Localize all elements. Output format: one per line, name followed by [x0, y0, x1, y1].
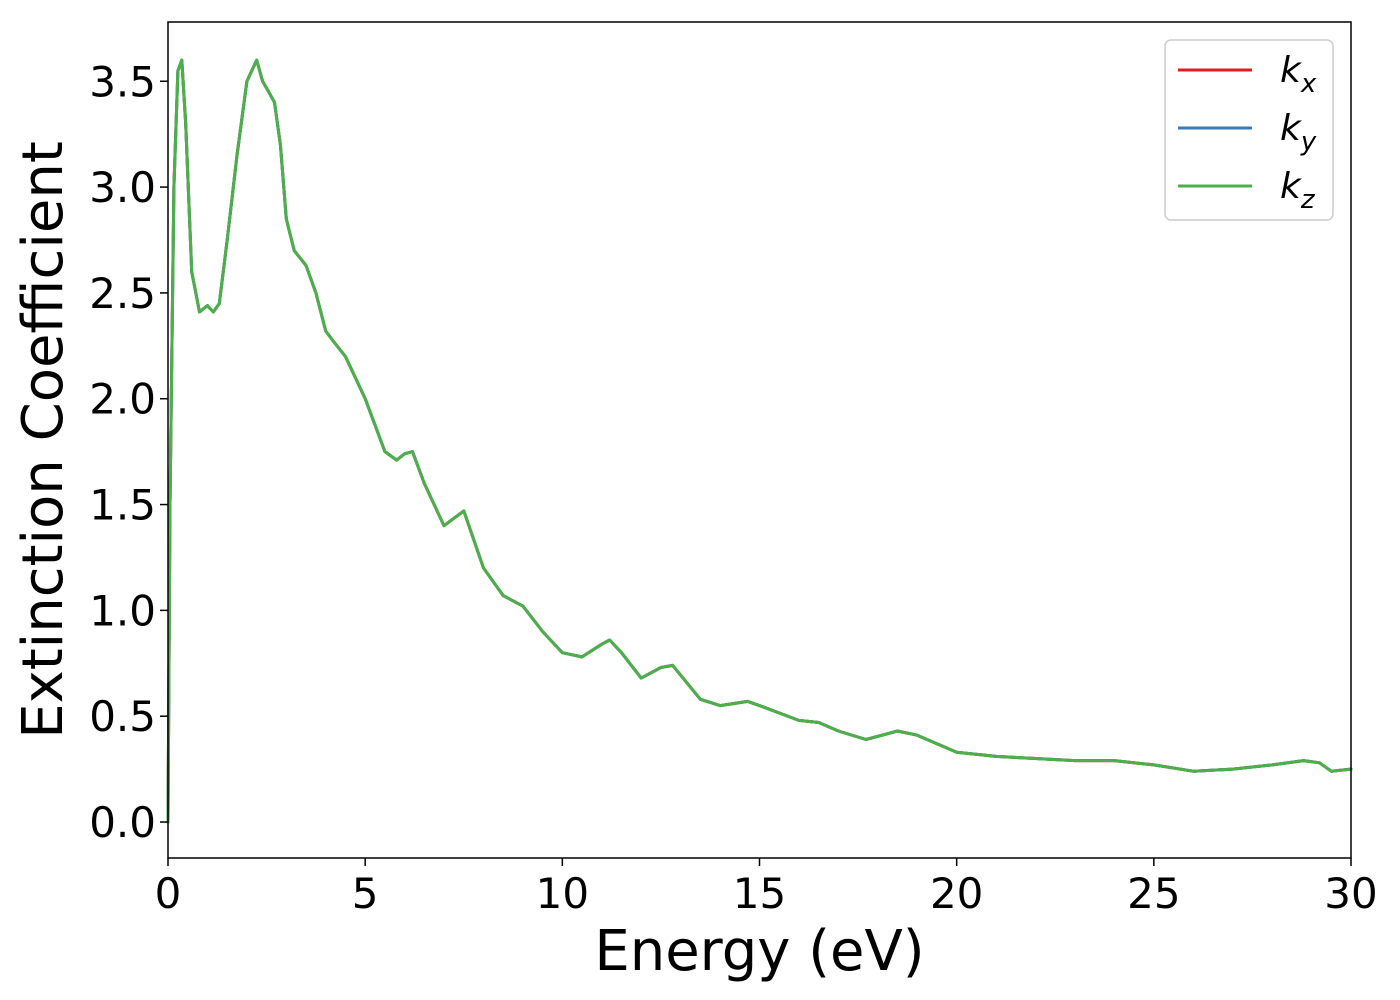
legend-label: kx	[1280, 50, 1317, 99]
x-tick-label: 30	[1324, 869, 1377, 918]
y-axis-ticks: 0.0 0.5 1.0 1.5 2.0 2.5 3.0 3.5	[89, 57, 168, 847]
x-tick-label: 0	[155, 869, 182, 918]
y-tick-label: 2.0	[89, 375, 156, 424]
x-tick-label: 25	[1127, 869, 1180, 918]
legend-label: ky	[1280, 108, 1317, 157]
y-axis-label: Extinction Coefficient	[11, 141, 76, 739]
legend: kx ky kz	[1164, 39, 1334, 221]
y-tick-label: 3.5	[89, 57, 156, 106]
legend-label: kz	[1280, 166, 1316, 215]
x-axis-ticks: 0 5 10 15 20 25 30	[155, 858, 1378, 918]
series-line-kz	[166, 58, 1353, 824]
series-layer	[166, 58, 1353, 824]
x-tick-label: 20	[930, 869, 983, 918]
x-tick-label: 15	[733, 869, 786, 918]
y-tick-label: 2.5	[89, 269, 156, 318]
x-tick-label: 10	[536, 869, 589, 918]
y-tick-label: 0.5	[89, 692, 156, 741]
legend-box	[1164, 39, 1334, 221]
y-tick-label: 1.0	[89, 586, 156, 635]
y-tick-label: 1.5	[89, 481, 156, 530]
x-axis-label: Energy (eV)	[594, 919, 924, 984]
x-tick-label: 5	[352, 869, 379, 918]
y-tick-label: 3.0	[89, 163, 156, 212]
y-tick-label: 0.0	[89, 798, 156, 847]
